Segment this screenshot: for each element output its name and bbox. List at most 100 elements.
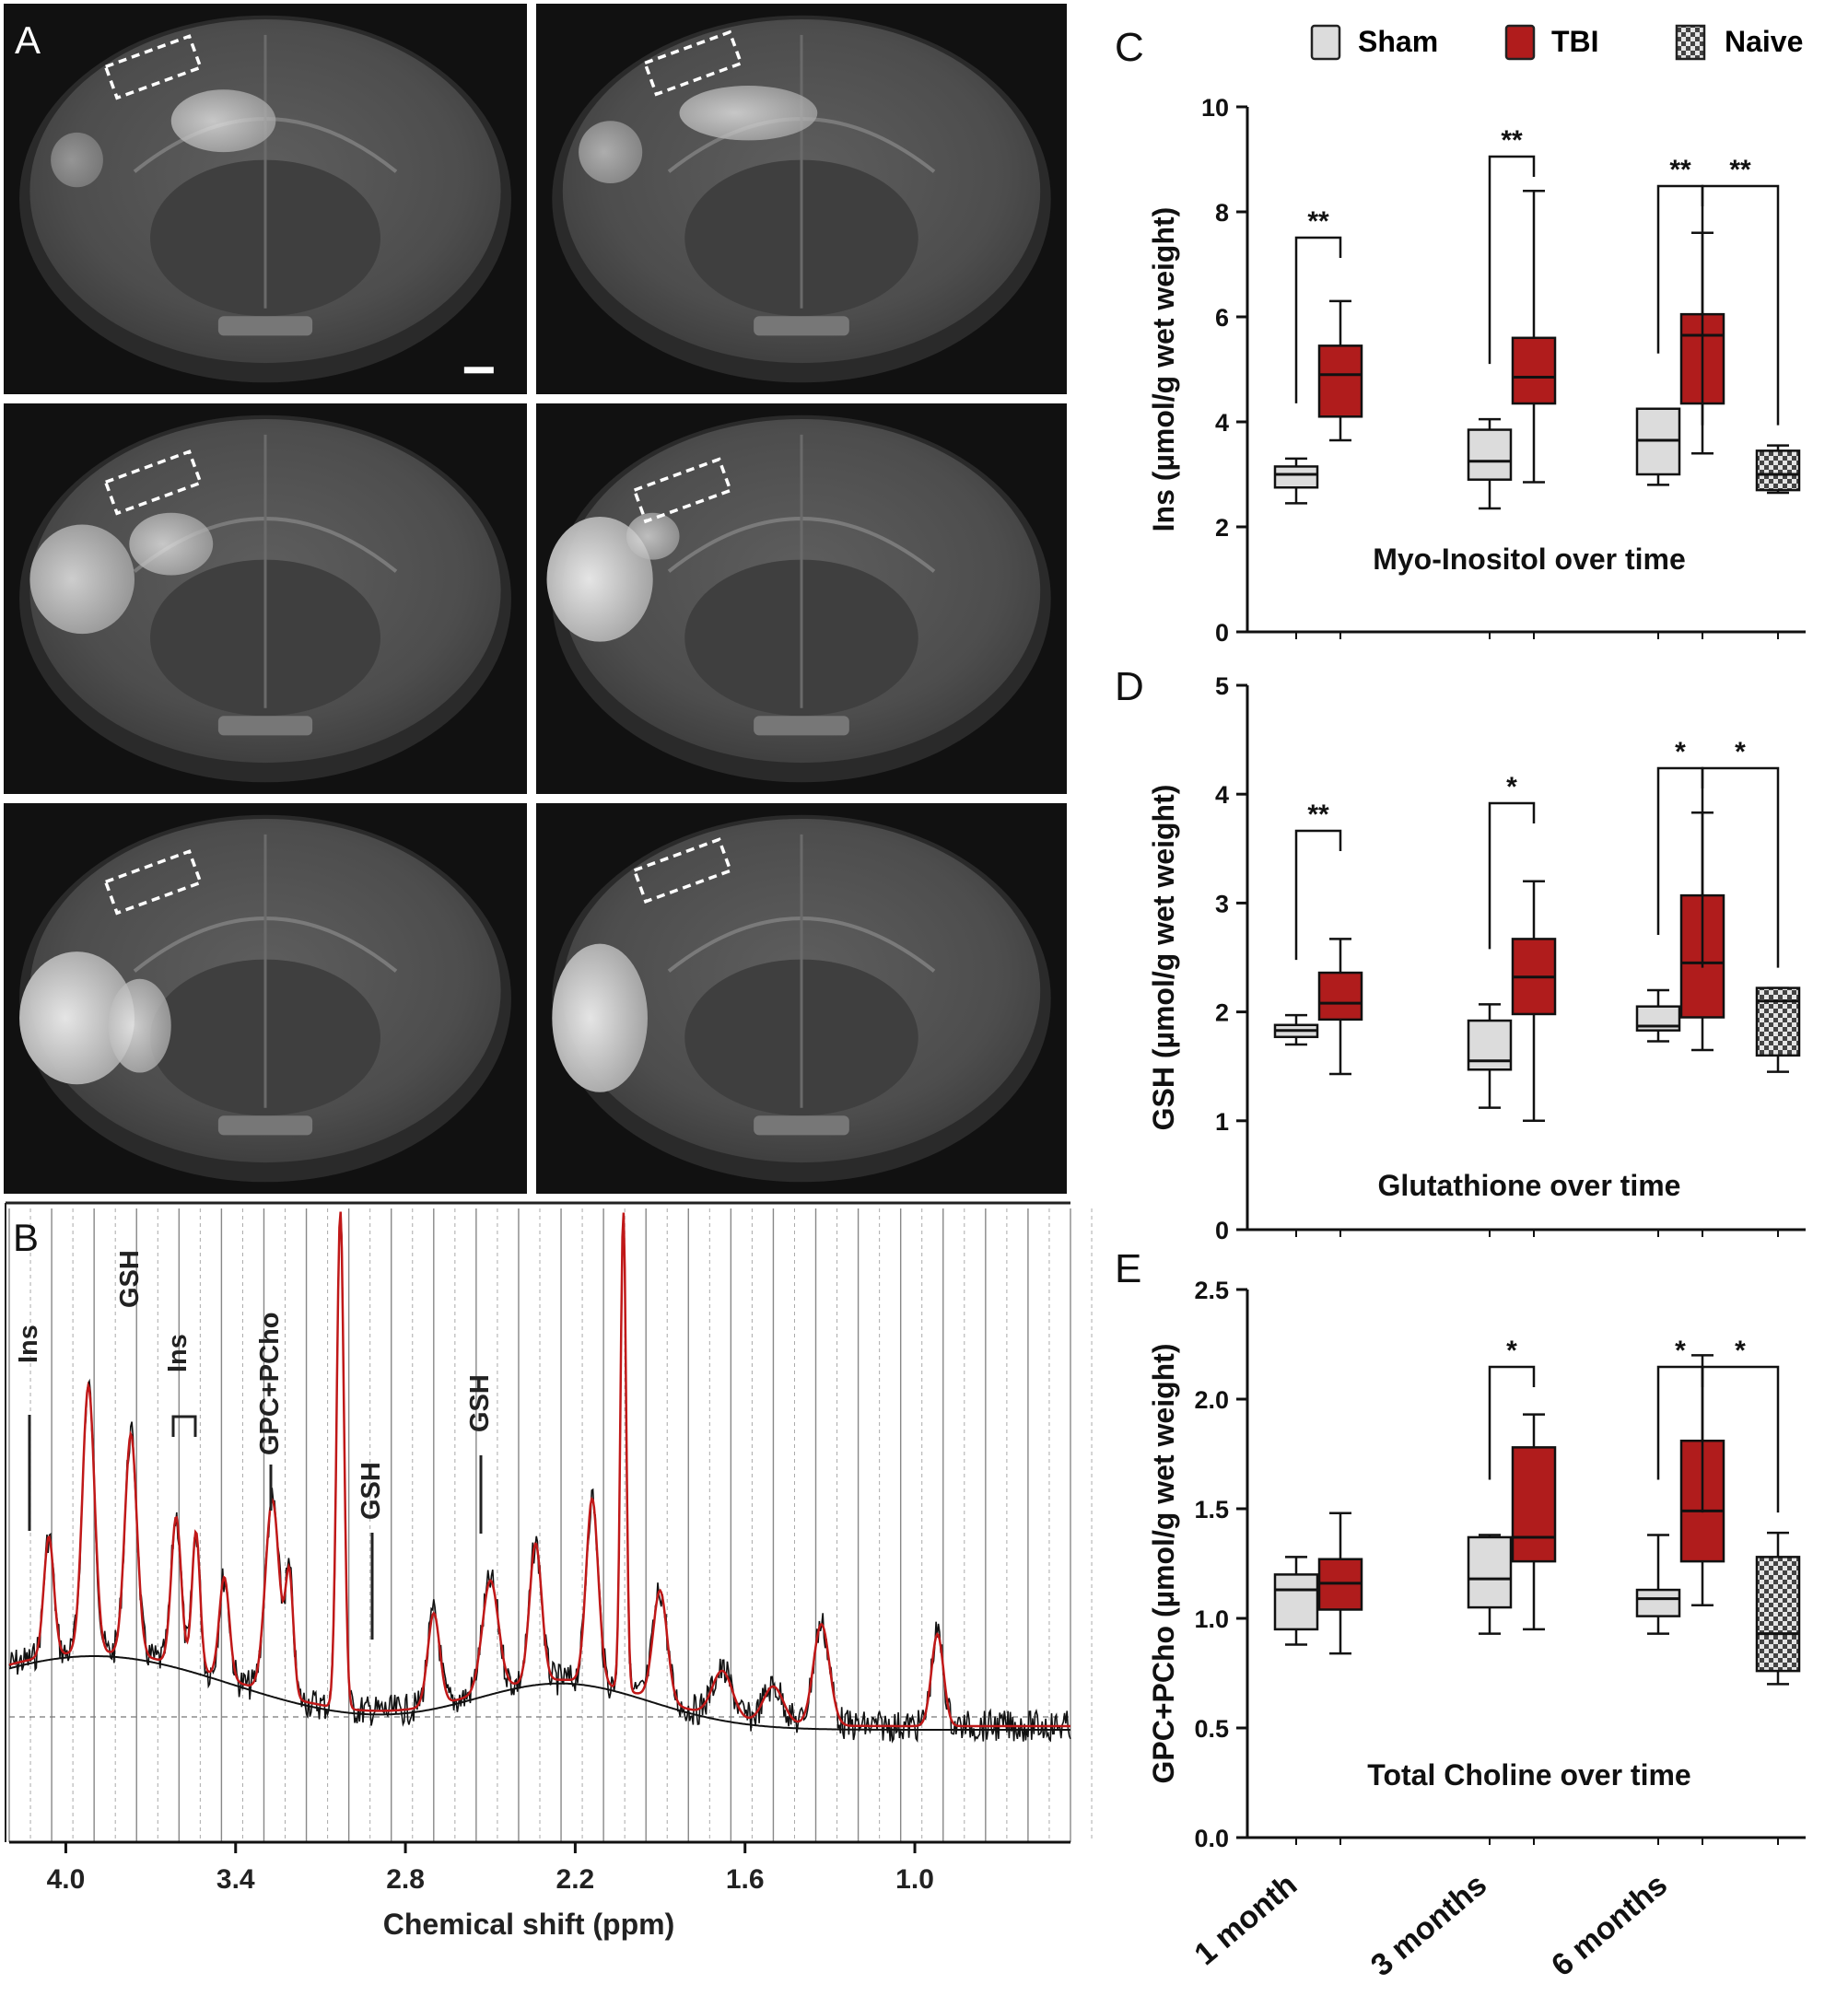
x-category-label: 3 months bbox=[1364, 1867, 1493, 1983]
significance-label: ** bbox=[1307, 206, 1329, 237]
significance-label: ** bbox=[1501, 125, 1523, 156]
box-tbi-1-month bbox=[1317, 938, 1363, 1076]
box-iqr bbox=[1511, 1446, 1557, 1563]
box-iqr bbox=[1273, 1573, 1319, 1631]
peak-annotation-label: GSH bbox=[115, 1250, 145, 1308]
legend-swatch-naive bbox=[1675, 24, 1706, 61]
significance-label: * bbox=[1506, 772, 1517, 802]
y-tick-label: 0.5 bbox=[1194, 1715, 1229, 1743]
chart-title: Myo-Inositol over time bbox=[1373, 543, 1686, 576]
box-sham-6-months bbox=[1635, 407, 1681, 486]
panel-letter-d: D bbox=[1115, 664, 1144, 709]
ventral-vessel bbox=[754, 716, 849, 736]
voxel-roi bbox=[103, 849, 204, 916]
bracket-line bbox=[1701, 766, 1780, 968]
lesion bbox=[108, 978, 171, 1073]
legend-swatch-sham bbox=[1310, 24, 1341, 61]
box-iqr bbox=[1511, 336, 1557, 405]
significance-label: * bbox=[1675, 737, 1686, 767]
box-sham-1-month bbox=[1273, 1013, 1319, 1046]
ventral-vessel bbox=[217, 1115, 313, 1136]
x-category-label: 6 months bbox=[1545, 1867, 1674, 1983]
ventral-vessel bbox=[754, 1115, 849, 1136]
lesion bbox=[546, 516, 653, 642]
spectrum-fit-trace bbox=[8, 1211, 1070, 1728]
y-axis-label: GSH (µmol/g wet weight) bbox=[1147, 785, 1180, 1131]
box-tbi-1-month bbox=[1317, 299, 1363, 442]
y-tick-label: 2.5 bbox=[1194, 1277, 1229, 1304]
significance-bracket: * bbox=[1488, 1336, 1536, 1480]
significance-bracket: * bbox=[1701, 737, 1780, 968]
y-axis-label: Ins (µmol/g wet weight) bbox=[1147, 207, 1180, 532]
y-tick-label: 6 bbox=[1215, 304, 1229, 332]
box-naive-6-months bbox=[1755, 986, 1801, 1073]
ventral-vessel bbox=[217, 716, 313, 736]
spectrum-baseline-fit bbox=[8, 1655, 1070, 1731]
spectrum-tick-label: 4.0 bbox=[47, 1864, 86, 1895]
bracket-line bbox=[1488, 1365, 1536, 1480]
voxel-roi bbox=[632, 457, 733, 524]
box-tbi-3-months bbox=[1511, 880, 1557, 1123]
panel-letter-a: A bbox=[15, 18, 41, 62]
significance-bracket: * bbox=[1701, 1336, 1780, 1513]
box-sham-3-months bbox=[1467, 1003, 1513, 1109]
significance-label: ** bbox=[1669, 155, 1691, 185]
box-iqr bbox=[1273, 465, 1319, 489]
panel-letter-e: E bbox=[1115, 1246, 1141, 1291]
box-iqr bbox=[1635, 1588, 1681, 1617]
box-sham-3-months bbox=[1467, 417, 1513, 510]
significance-label: ** bbox=[1729, 155, 1751, 185]
y-tick-label: 0 bbox=[1215, 1217, 1229, 1244]
scale-bar bbox=[463, 367, 494, 374]
lesion bbox=[552, 943, 648, 1092]
peak-annotation-label: Ins bbox=[163, 1334, 193, 1372]
box-iqr bbox=[1755, 449, 1801, 492]
chart-title: Total Choline over time bbox=[1367, 1758, 1690, 1792]
chart-e-total-choline: 0.0 0.5 1.0 1.5 2.0 2.5 GPC+PCho (µmol/g wet w… bbox=[1147, 1277, 1806, 1852]
bracket-line bbox=[1488, 155, 1536, 365]
significance-label: * bbox=[1735, 737, 1746, 767]
box-iqr bbox=[1755, 1556, 1801, 1673]
bracket-line bbox=[1701, 1365, 1780, 1513]
spectrum-tick-label: 3.4 bbox=[216, 1864, 255, 1895]
box-tbi-1-month bbox=[1317, 1512, 1363, 1655]
x-category-label: 1 month bbox=[1187, 1867, 1304, 1972]
shared-x-categories: 1 month 3 months 6 months bbox=[1187, 1867, 1674, 1983]
chart-title: Glutathione over time bbox=[1378, 1169, 1681, 1202]
significance-label: * bbox=[1675, 1336, 1686, 1366]
box-sham-1-month bbox=[1273, 1556, 1319, 1646]
voxel-roi bbox=[642, 29, 743, 97]
box-sham-1-month bbox=[1273, 457, 1319, 505]
y-tick-label: 3 bbox=[1215, 890, 1229, 917]
legend: Sham TBI Naive bbox=[1310, 24, 1803, 61]
legend-label-sham: Sham bbox=[1358, 25, 1438, 58]
significance-bracket: ** bbox=[1294, 800, 1342, 961]
legend-swatch-tbi bbox=[1504, 24, 1536, 61]
voxel-roi bbox=[103, 34, 204, 100]
panel-letter-c: C bbox=[1115, 25, 1144, 70]
voxel-roi bbox=[103, 449, 204, 516]
y-tick-label: 5 bbox=[1215, 672, 1229, 700]
spectrum-tick-label: 1.0 bbox=[895, 1864, 934, 1895]
ventral-vessel bbox=[217, 316, 313, 336]
significance-bracket: ** bbox=[1294, 206, 1342, 403]
box-tbi-3-months bbox=[1511, 1413, 1557, 1631]
y-tick-label: 0.0 bbox=[1194, 1825, 1229, 1852]
significance-bracket: * bbox=[1488, 772, 1536, 950]
lesion bbox=[626, 512, 680, 560]
peak-annotation-bracket bbox=[171, 1415, 197, 1437]
box-tbi-3-months bbox=[1511, 189, 1557, 484]
bracket-line bbox=[1294, 236, 1342, 403]
mri-slice-1 bbox=[4, 4, 527, 394]
significance-label: ** bbox=[1307, 800, 1329, 830]
box-naive-6-months bbox=[1755, 1531, 1801, 1686]
legend-label-naive: Naive bbox=[1725, 25, 1803, 58]
mri-slice-4 bbox=[536, 403, 1067, 794]
peak-annotation-label: Ins bbox=[14, 1325, 43, 1363]
panel-a-mri bbox=[4, 4, 1067, 1194]
y-tick-label: 2.0 bbox=[1194, 1386, 1229, 1414]
significance-label: * bbox=[1735, 1336, 1746, 1366]
lesion bbox=[51, 132, 103, 188]
y-tick-label: 2 bbox=[1215, 999, 1229, 1027]
box-naive-6-months bbox=[1755, 444, 1801, 495]
